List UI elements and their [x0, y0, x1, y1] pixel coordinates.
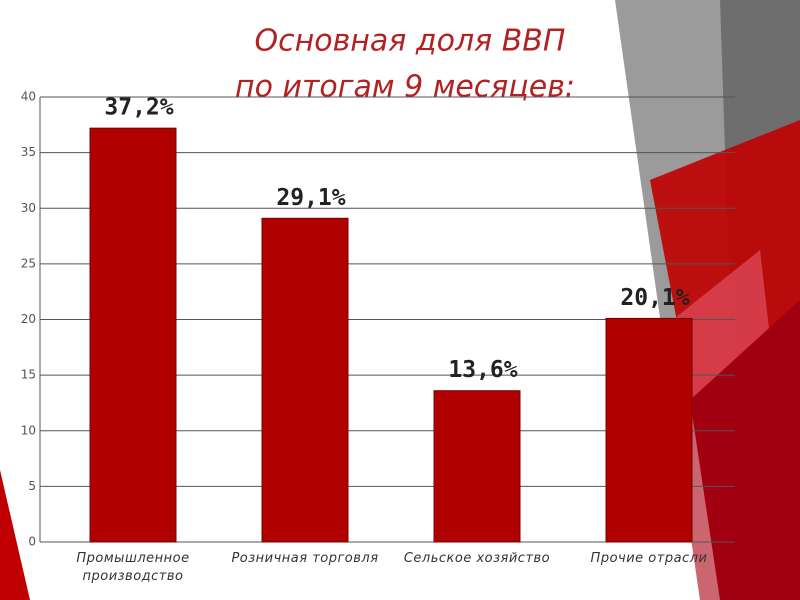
y-tick-label: 10 [21, 423, 36, 437]
bar [433, 390, 521, 543]
y-tick-label: 0 [28, 535, 36, 549]
x-tick-label: Промышленное производство [76, 551, 190, 584]
value-label: 20,1% [620, 285, 689, 311]
x-tick-label: Прочие отрасли [590, 551, 708, 566]
y-tick-label: 15 [21, 368, 36, 382]
bar [261, 217, 349, 543]
chart-title: по итогам 9 месяцев: [235, 70, 575, 105]
y-tick-label: 20 [21, 312, 36, 326]
value-label: 37,2% [104, 95, 173, 121]
bar [605, 317, 693, 543]
y-tick-label: 25 [21, 256, 36, 270]
bar [89, 127, 177, 543]
value-label: 13,6% [448, 357, 517, 383]
y-tick-label: 35 [21, 145, 36, 159]
x-tick-label: Сельское хозяйство [403, 551, 551, 566]
chart-title: Основная доля ВВП [255, 24, 566, 59]
y-tick-label: 30 [21, 201, 36, 215]
value-label: 29,1% [276, 185, 345, 211]
y-tick-label: 40 [21, 90, 36, 104]
y-tick-label: 5 [28, 479, 36, 493]
x-tick-label: Розничная торговля [231, 551, 379, 566]
